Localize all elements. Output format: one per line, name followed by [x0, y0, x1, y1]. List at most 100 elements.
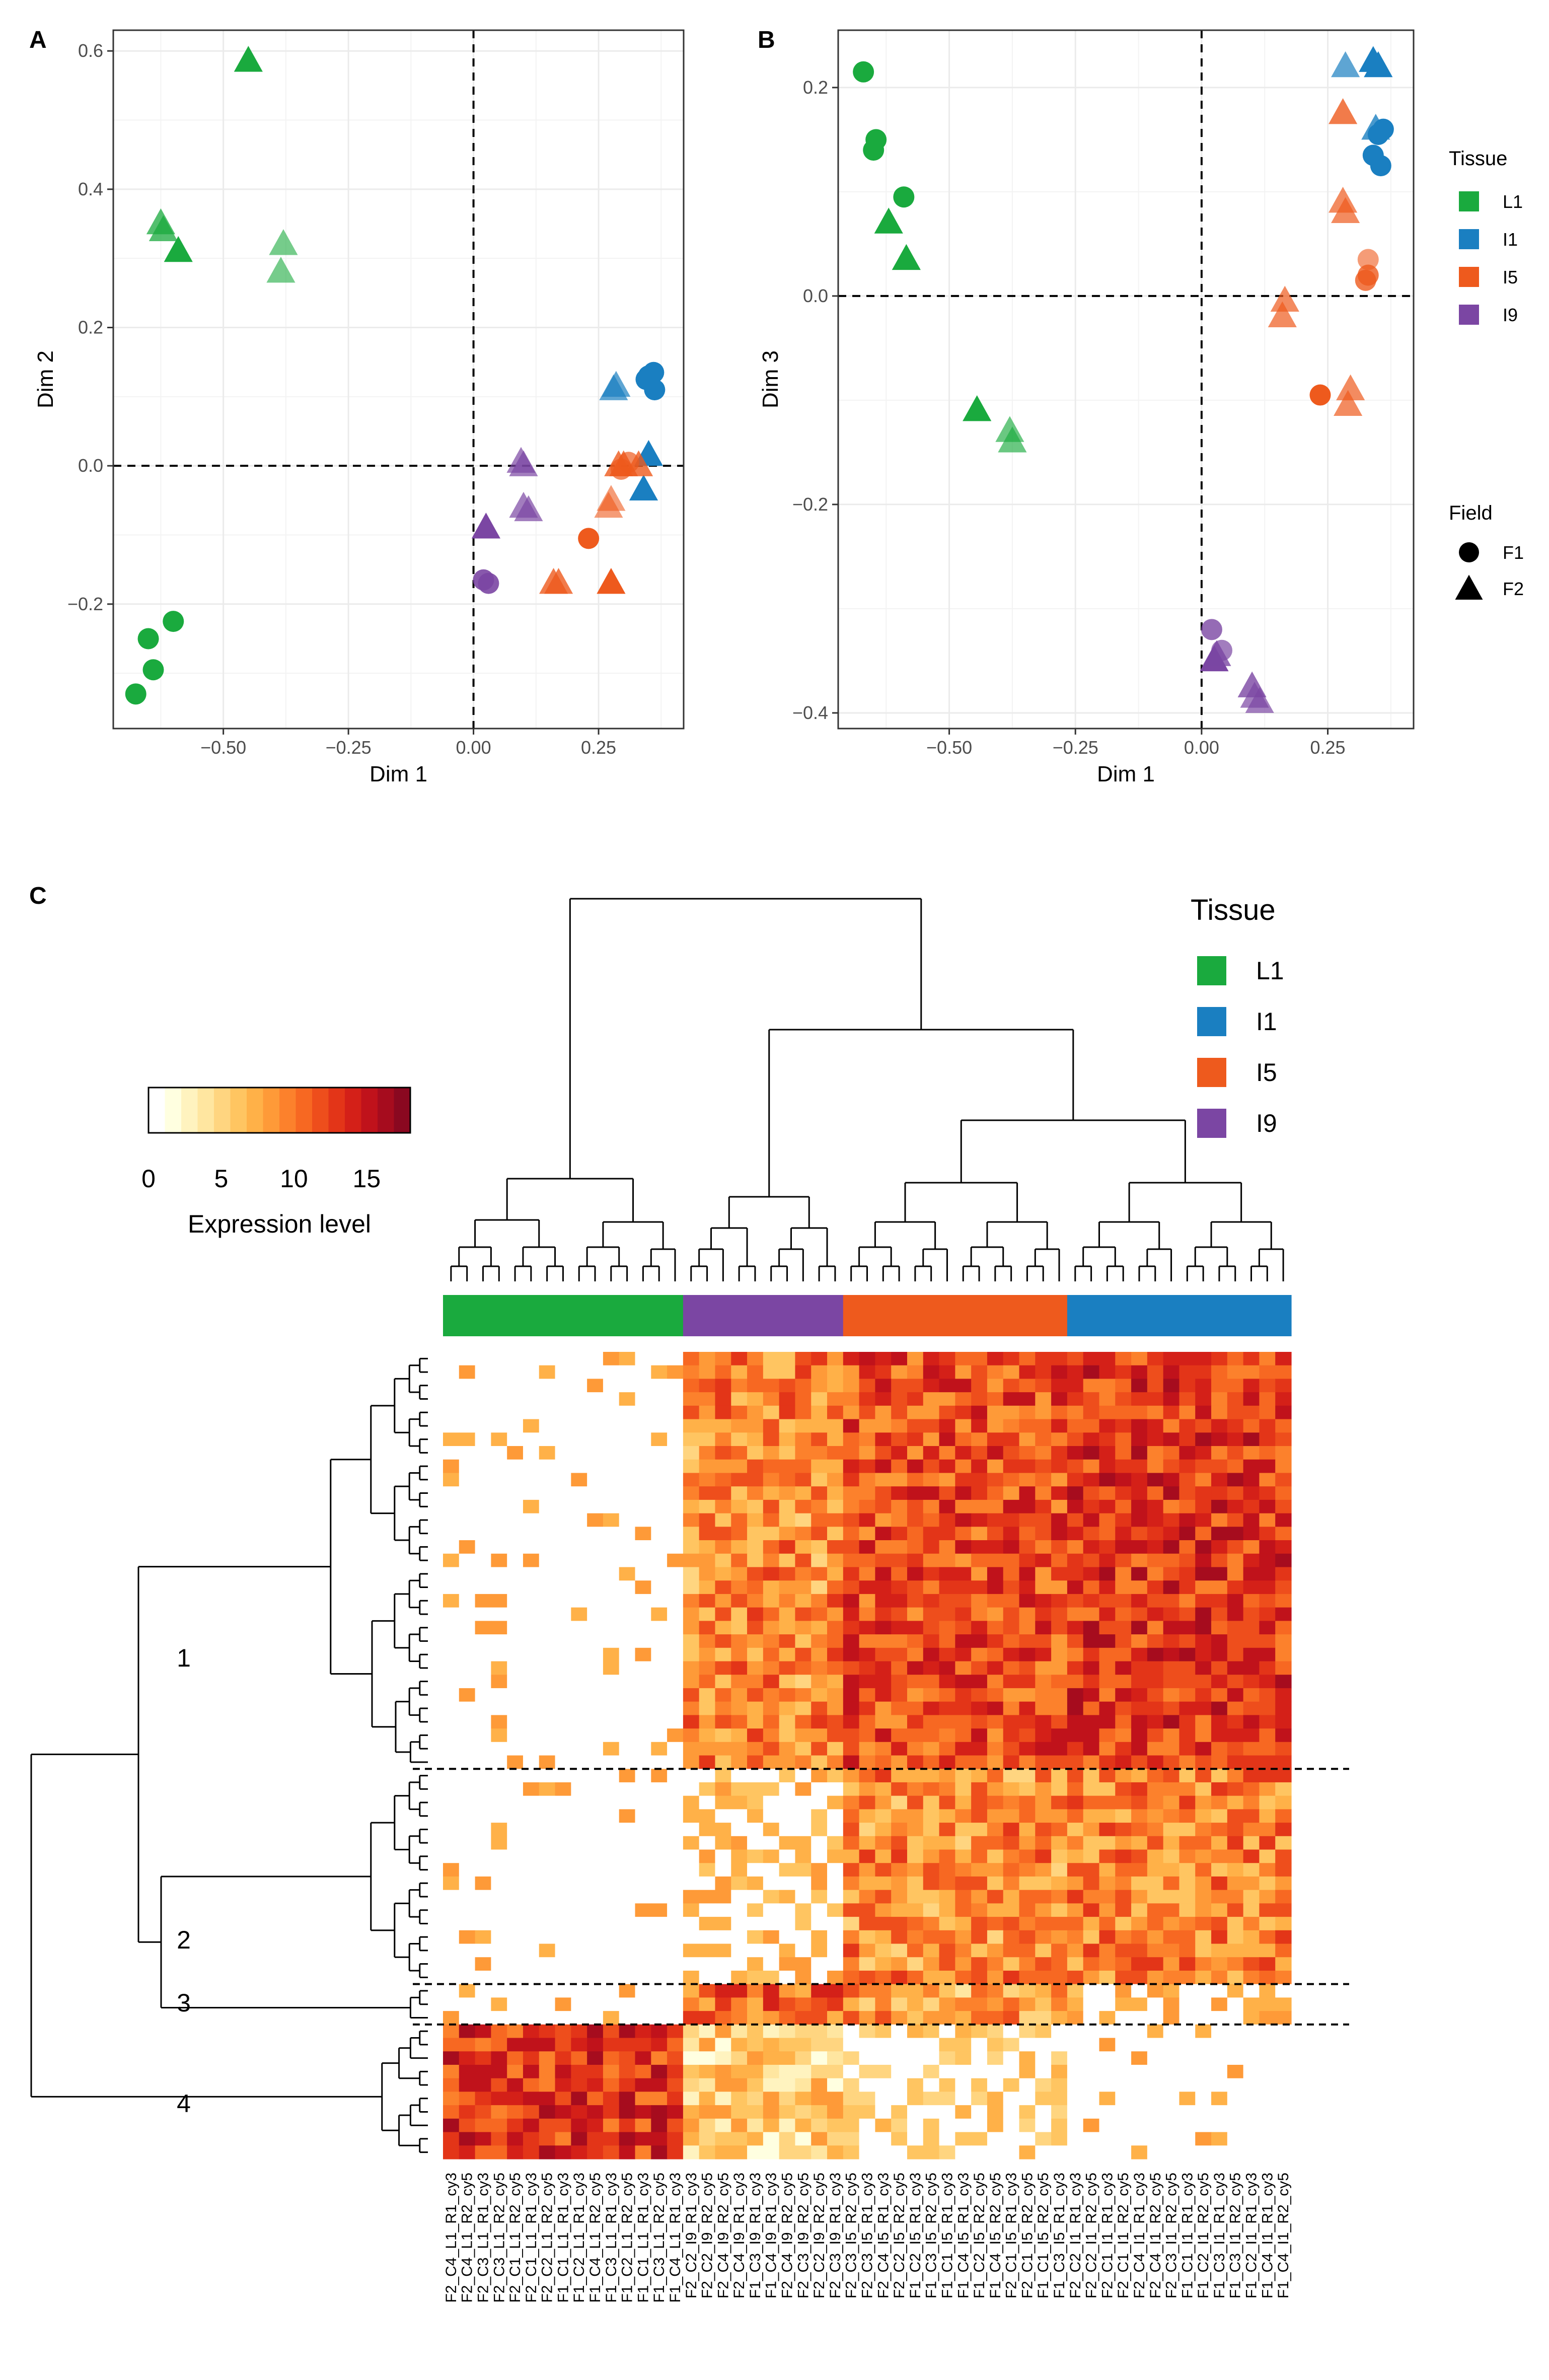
heatmap-cell: [523, 1917, 540, 1931]
heatmap-cell: [923, 2011, 940, 2025]
legend-c-swatch: [1197, 1109, 1226, 1138]
heatmap-cell: [987, 1634, 1004, 1648]
heatmap-cell: [1163, 1486, 1180, 1500]
heatmap-cell: [1019, 1755, 1036, 1769]
heatmap-cell: [1275, 1513, 1292, 1527]
heatmap-cell: [475, 1473, 491, 1487]
heatmap-cell: [571, 1742, 587, 1756]
heatmap-cell: [683, 1594, 700, 1608]
heatmap-cell: [971, 1473, 988, 1487]
heatmap-cell: [971, 1823, 988, 1837]
heatmap-cell: [459, 1943, 476, 1958]
heatmap-cell: [971, 2145, 988, 2159]
heatmap-cell: [795, 1701, 812, 1715]
heatmap-cell: [459, 2078, 476, 2093]
heatmap-cell: [1003, 1903, 1020, 1917]
heatmap-cell: [987, 1876, 1004, 1891]
heatmap-cell: [1115, 2011, 1132, 2025]
heatmap-cell: [667, 1661, 684, 1675]
heatmap-cell: [1051, 1755, 1068, 1769]
heatmap-cell: [971, 1809, 988, 1823]
heatmap-cell: [1003, 1486, 1020, 1500]
heatmap-cell: [635, 1405, 651, 1420]
heatmap-cell: [859, 1553, 875, 1568]
heatmap-cell: [699, 1621, 716, 1635]
heatmap-cell: [827, 2064, 844, 2079]
heatmap-cell: [683, 1701, 700, 1715]
x-tick-label: −0.50: [926, 737, 972, 758]
heatmap-cell: [1067, 1540, 1084, 1554]
heatmap-cell: [1275, 2118, 1292, 2133]
heatmap-cell: [1179, 1365, 1196, 1380]
heatmap-cell: [1195, 1849, 1212, 1863]
heatmap-cell: [1019, 2038, 1036, 2052]
heatmap-cell: [1131, 2051, 1148, 2065]
heatmap-cell: [955, 1365, 972, 1380]
heatmap-cell: [715, 2078, 731, 2093]
data-point-triangle: [234, 46, 263, 72]
heatmap-cell: [651, 1930, 668, 1944]
heatmap-cell: [475, 1405, 491, 1420]
heatmap-cell: [667, 1607, 684, 1621]
heatmap-cell: [715, 1607, 731, 1621]
heatmap-cell: [507, 1419, 524, 1433]
heatmap-cell: [1195, 1540, 1212, 1554]
heatmap-cell: [603, 1567, 620, 1581]
heatmap-cell: [1067, 1392, 1084, 1406]
heatmap-cell: [1163, 1352, 1180, 1366]
heatmap-cell: [1083, 1903, 1100, 1917]
heatmap-cell: [1131, 1715, 1148, 1729]
heatmap-cell: [459, 1715, 476, 1729]
heatmap-cell: [459, 2145, 476, 2159]
heatmap-cell: [587, 1553, 604, 1568]
heatmap-cell: [555, 1890, 571, 1904]
heatmap-cell: [523, 1580, 540, 1595]
heatmap-cell: [731, 1795, 748, 1810]
heatmap-cell: [1227, 1984, 1244, 1998]
heatmap-cell: [539, 1809, 556, 1823]
heatmap-cell: [859, 1728, 875, 1743]
heatmap-cell: [779, 1567, 796, 1581]
heatmap-cell: [923, 1392, 940, 1406]
y-tick-label: 0.2: [803, 77, 828, 98]
heatmap-cell: [1067, 1917, 1084, 1931]
heatmap-cell: [907, 1997, 924, 2011]
heatmap-cell: [715, 1675, 731, 1689]
heatmap-cell: [907, 1634, 924, 1648]
annotation-cell: [635, 1295, 651, 1336]
heatmap-cell: [1083, 1917, 1100, 1931]
heatmap-cell: [539, 1997, 556, 2011]
heatmap-cell: [1211, 2064, 1228, 2079]
heatmap-cell: [859, 1984, 875, 1998]
heatmap-cell: [795, 1540, 812, 1554]
heatmap-cell: [731, 1890, 748, 1904]
heatmap-cell: [555, 1863, 571, 1877]
heatmap-cell: [1211, 1755, 1228, 1769]
heatmap-cell: [1195, 1379, 1212, 1393]
heatmap-cell: [571, 1365, 587, 1380]
heatmap-cell: [715, 1473, 731, 1487]
heatmap-cell: [491, 1769, 507, 1783]
heatmap-cell: [587, 1432, 604, 1447]
heatmap-cell: [907, 1728, 924, 1743]
heatmap-cell: [1067, 1647, 1084, 1662]
heatmap-cell: [1163, 1675, 1180, 1689]
heatmap-cell: [555, 1405, 571, 1420]
column-label: F2_C1_I5_R2_cy5: [1019, 2173, 1036, 2298]
heatmap-cell: [1099, 1647, 1116, 1662]
heatmap-cell: [619, 1540, 636, 1554]
heatmap-cell: [1115, 1365, 1132, 1380]
heatmap-cell: [459, 1405, 476, 1420]
heatmap-cell: [699, 2145, 716, 2159]
heatmap-cell: [1083, 2132, 1100, 2146]
heatmap-cell: [571, 1432, 587, 1447]
heatmap-cell: [1195, 1930, 1212, 1944]
heatmap-cell: [987, 1769, 1004, 1783]
heatmap-cell: [1147, 1459, 1164, 1474]
heatmap-cell: [1115, 1634, 1132, 1648]
heatmap-cell: [459, 1392, 476, 1406]
heatmap-cell: [987, 2091, 1004, 2106]
heatmap-cell: [795, 1917, 812, 1931]
heatmap-cell: [1083, 1943, 1100, 1958]
heatmap-cell: [715, 1809, 731, 1823]
